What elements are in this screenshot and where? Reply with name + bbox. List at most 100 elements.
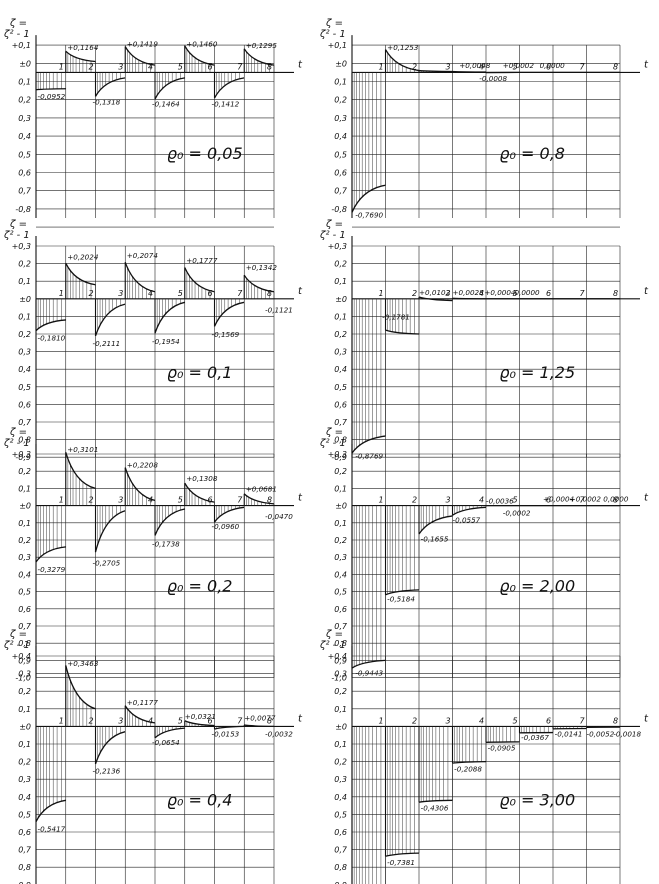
segment-hatch (385, 505, 420, 595)
data-label: -0,9443 (355, 668, 383, 677)
series-segment (418, 799, 453, 803)
data-label: +0,0681 (246, 484, 277, 493)
x-tick-label: 8 (267, 496, 272, 505)
data-label: +0,1295 (246, 41, 278, 50)
chart-panel-left-4: ζ =ζ² - 1 t +0,4 0,3 0,2 0,1 ±0 0,1 0,2 0,3 0,4 0,5… (3, 629, 303, 884)
y-axis-title: ζ² - 1 (319, 640, 346, 651)
x-tick-label: 3 (118, 62, 123, 71)
series-segment (418, 69, 453, 73)
x-tick-label: 5 (513, 62, 518, 71)
data-label: -0,0367 (521, 733, 549, 742)
series-segment (214, 725, 245, 730)
x-axis-title: t (644, 493, 649, 504)
series-segment (65, 452, 96, 490)
y-tick-label: +0,3 (12, 450, 31, 459)
y-tick-label: 0,2 (334, 260, 347, 269)
y-axis-title: ζ² - 1 (319, 29, 346, 40)
segment-hatch (351, 298, 386, 454)
chart-panel-left-3: ζ =ζ² - 1t+0,30,20,1±00,10,20,30,40,50,6… (3, 427, 303, 683)
y-tick-label: 0,2 (334, 687, 347, 696)
y-tick-label: 0,7 (334, 187, 348, 196)
x-tick-label: 2 (412, 62, 417, 71)
y-tick-label: 0,9 (334, 881, 347, 884)
data-label: -0,5417 (37, 824, 65, 833)
y-tick-label: 0,4 (334, 570, 347, 579)
y-tick-label: 0,9 (334, 656, 347, 665)
y-tick-label: 0,7 (18, 846, 32, 855)
series-segment (452, 70, 487, 73)
y-tick-label: 0,7 (334, 846, 348, 855)
y-tick-label: ±0 (335, 502, 347, 511)
x-axis-title: t (298, 493, 303, 504)
y-tick-label: 0,1 (334, 740, 347, 749)
y-tick-label: +0,1 (12, 41, 31, 50)
x-tick-label: 7 (237, 62, 243, 71)
y-tick-label: ±0 (19, 295, 31, 304)
rho-label: ϱ₀ = 1,25 (499, 363, 575, 382)
y-tick-label: 0,5 (334, 150, 347, 159)
y-tick-label: 0,8 (18, 639, 31, 648)
data-label: -0,0008 (479, 74, 507, 83)
x-axis-title: t (644, 286, 649, 297)
y-tick-label: 0,3 (334, 553, 347, 562)
x-axis-title: t (298, 59, 303, 70)
x-tick-label: 3 (446, 62, 451, 71)
y-tick-label: 0,2 (334, 758, 347, 767)
y-tick-label: 0,6 (18, 169, 31, 178)
segment-hatch (184, 267, 215, 299)
rho-label: ϱ₀ = 2,00 (499, 577, 575, 596)
y-tick-label: 0,3 (334, 775, 347, 784)
series-segment (418, 296, 453, 302)
y-tick-label: +0,4 (12, 652, 31, 661)
x-tick-label: 6 (546, 716, 551, 725)
y-tick-label: 0,5 (18, 588, 31, 597)
y-tick-label: 0,5 (334, 383, 347, 392)
series-segment (184, 267, 215, 293)
data-label: +0,1460 (186, 39, 218, 48)
segment-hatch (95, 726, 126, 764)
y-tick-label: 0,8 (18, 436, 31, 445)
series-segment (385, 589, 420, 596)
data-label: +0,0077 (244, 714, 276, 723)
y-tick-label: 0,5 (334, 810, 347, 819)
segment-hatch (485, 726, 520, 743)
y-tick-label: 0,6 (334, 169, 347, 178)
y-axis-title-top: ζ = (325, 427, 343, 438)
y-tick-label: 0,9 (18, 656, 31, 665)
y-tick-label: 0,9 (18, 881, 31, 884)
x-tick-label: 1 (59, 496, 64, 505)
y-axis-title: ζ² - 1 (319, 230, 346, 241)
series-segment (243, 274, 275, 293)
y-tick-label: 0,2 (18, 467, 31, 476)
y-axis-title: ζ² - 1 (3, 438, 30, 449)
series-segment (184, 482, 215, 503)
data-label: -0,1738 (152, 539, 180, 548)
x-tick-label: 1 (59, 716, 64, 725)
y-tick-label: ±0 (335, 295, 347, 304)
data-label: +0,1308 (186, 474, 218, 483)
y-tick-label: 0,4 (334, 365, 347, 374)
x-tick-label: 3 (118, 716, 123, 725)
rho-label: ϱ₀ = 3,00 (499, 791, 575, 810)
x-tick-label: 8 (613, 289, 618, 298)
chart-panel-left-2: ζ =ζ² - 1t+0,30,20,1±00,10,20,30,40,50,6… (3, 219, 303, 462)
segment-hatch (418, 726, 453, 803)
y-tick-label: -0,9 (331, 453, 347, 462)
x-tick-label: 7 (580, 496, 586, 505)
data-label: -0,0032 (265, 729, 293, 738)
x-tick-label: 7 (237, 289, 243, 298)
y-tick-label: 0,1 (18, 277, 31, 286)
data-label: +0,0321 (185, 712, 216, 721)
y-tick-label: 0,6 (334, 605, 347, 614)
y-axis-title-top: ζ = (325, 219, 343, 230)
data-label: -0,1655 (421, 534, 449, 543)
series-segment (65, 665, 96, 710)
y-tick-label: 0,2 (18, 758, 31, 767)
y-tick-label: 0,2 (334, 330, 347, 339)
data-label: +0,1419 (127, 39, 159, 48)
data-label: -0,4306 (421, 803, 449, 812)
x-tick-label: 3 (446, 496, 451, 505)
y-tick-label: 0,7 (334, 418, 348, 427)
data-label: -0,1810 (37, 334, 65, 343)
y-tick-label: 0,3 (334, 348, 347, 357)
